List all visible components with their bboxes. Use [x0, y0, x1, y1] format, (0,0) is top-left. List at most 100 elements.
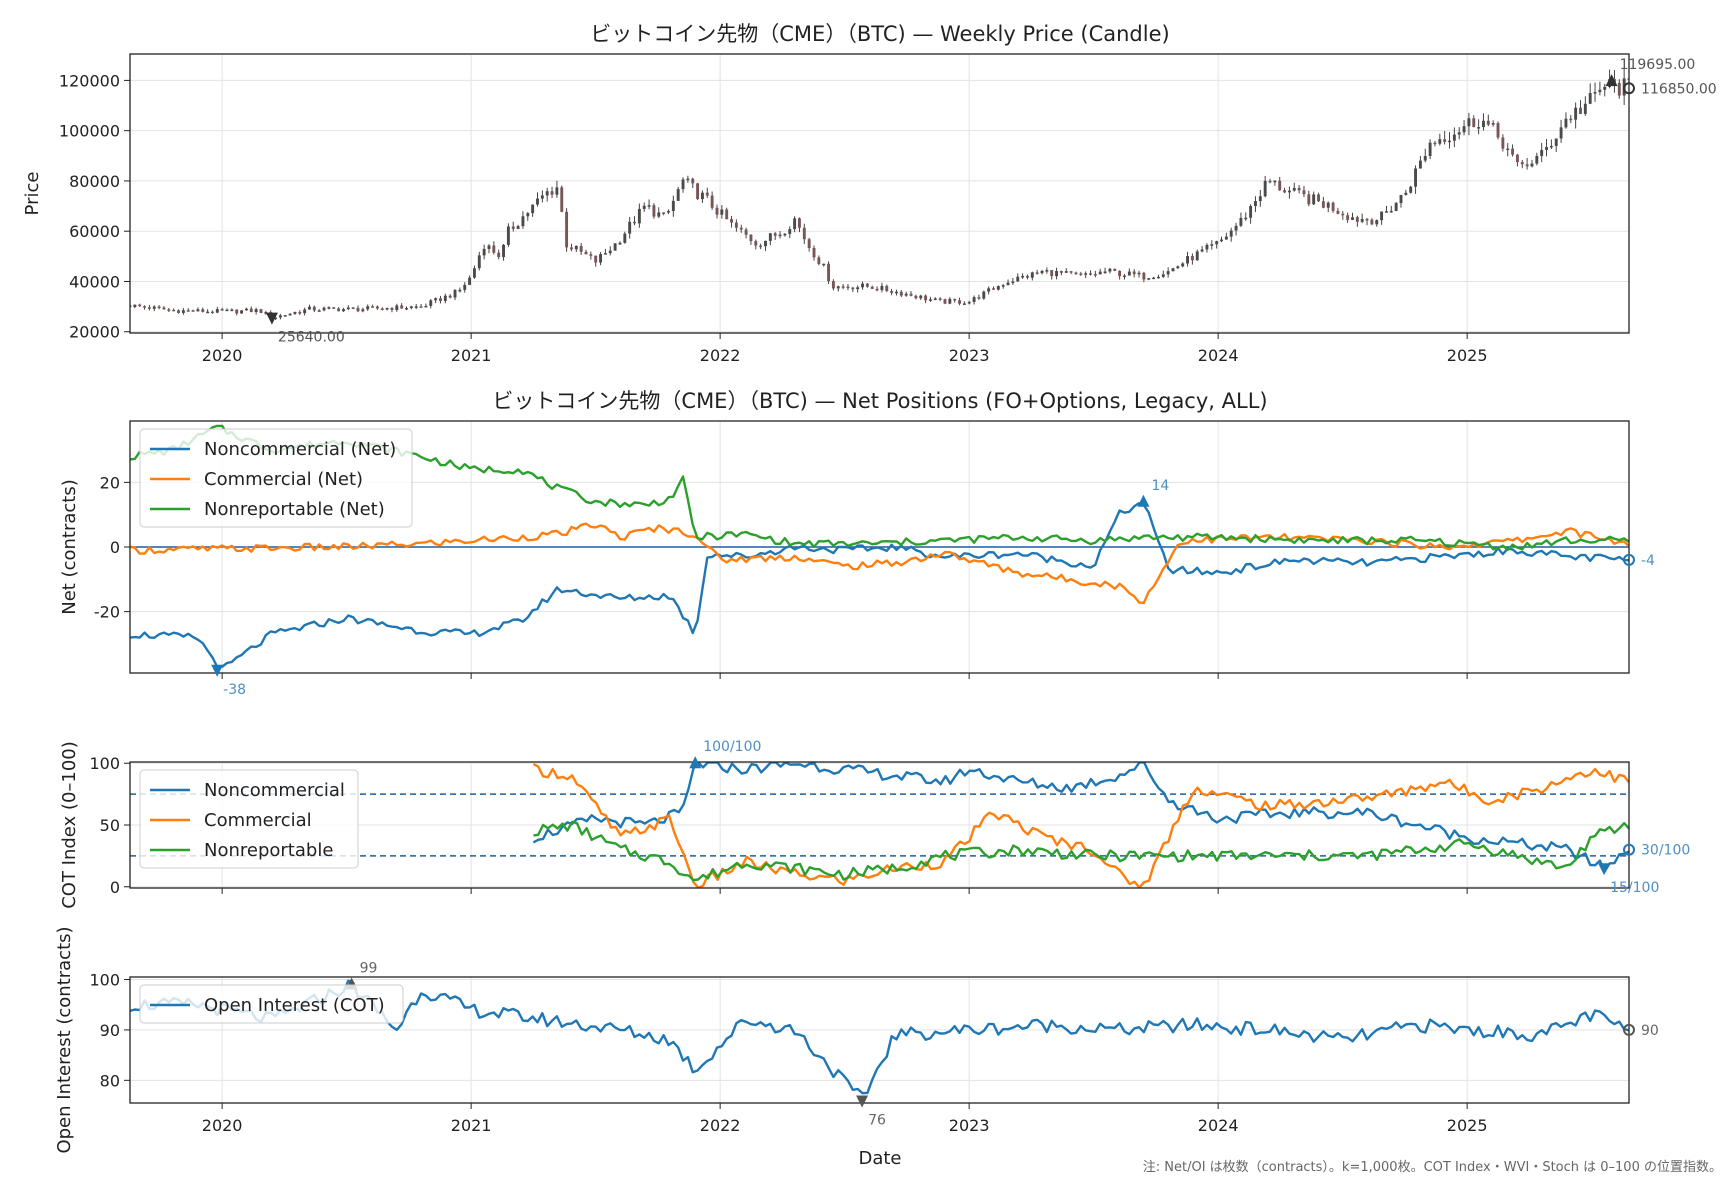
candle-body — [293, 312, 297, 314]
y-tick-label: -20 — [94, 603, 120, 622]
candle-body — [1205, 244, 1209, 250]
candle-body — [249, 308, 253, 313]
annotation-marker — [689, 756, 702, 769]
candle-body — [773, 233, 777, 236]
candle-body — [385, 308, 389, 310]
candle-body — [487, 245, 491, 249]
candle-body — [133, 304, 137, 308]
candle-body — [1292, 187, 1296, 191]
candle-body — [904, 293, 908, 296]
candle-body — [608, 250, 612, 254]
candle-body — [147, 307, 151, 309]
candle-body — [798, 218, 801, 228]
candle-body — [332, 307, 336, 309]
candle-body — [130, 305, 132, 308]
candle-body — [1375, 220, 1379, 225]
candle-body — [1132, 271, 1136, 275]
candle-body — [1084, 273, 1088, 275]
candle-body — [1220, 239, 1223, 242]
candle-body — [477, 255, 481, 269]
candle-body — [390, 308, 394, 310]
candle-body — [1511, 148, 1515, 155]
candle-body — [1064, 271, 1068, 273]
candle-body — [720, 209, 724, 215]
chart-panels: 20000 40000 60000 80000 100000 120000 2020 2021… — [22, 53, 1717, 1154]
annotation-marker — [1598, 863, 1611, 876]
candle-body — [1035, 272, 1039, 274]
candle-body — [531, 204, 535, 214]
candle-body — [851, 287, 855, 290]
x-tick-label: 2021 — [451, 346, 492, 365]
candle-body — [278, 315, 282, 318]
candle-body — [424, 305, 428, 308]
candle-body — [439, 298, 442, 301]
annotation-label: 76 — [868, 1112, 886, 1128]
candle-body — [589, 254, 593, 256]
candle-body — [870, 286, 874, 289]
candle-body — [1254, 201, 1257, 207]
candle-body — [327, 307, 331, 309]
candle-body — [162, 307, 166, 310]
panel-oi: 80 90 100 2020 2021 2022 2023 2024 2025 Open Inte… — [54, 926, 1659, 1153]
candle-body — [948, 298, 952, 304]
candle-body — [405, 308, 408, 310]
candle-body — [1462, 126, 1466, 133]
y-tick-label: 100 — [89, 754, 120, 773]
candle-body — [977, 297, 981, 299]
candle-body — [1171, 268, 1175, 272]
candle-body — [317, 310, 321, 312]
panel-frame — [129, 420, 1630, 674]
plot-area — [130, 68, 1629, 321]
candle-body — [705, 192, 709, 196]
candle-body — [1389, 210, 1393, 213]
candle-body — [516, 226, 520, 229]
candle-body — [633, 221, 636, 224]
candle-body — [1346, 215, 1350, 220]
candle-body — [1380, 211, 1384, 221]
legend-entry: Noncommercial (Net) — [204, 439, 396, 460]
candle-body — [1351, 217, 1354, 220]
candle-body — [584, 251, 588, 255]
candle-body — [167, 309, 171, 311]
candle-body — [1423, 155, 1427, 161]
y-tick-label: 60000 — [69, 222, 120, 241]
candle-body — [865, 283, 869, 287]
candle-body — [366, 306, 370, 310]
candle-body — [288, 313, 292, 316]
annotation-label: 30/100 — [1641, 843, 1690, 859]
candle-body — [739, 227, 743, 230]
candle-body — [613, 243, 617, 251]
annotation-marker — [265, 312, 278, 325]
candle-body — [497, 252, 501, 258]
candle-body — [545, 191, 549, 196]
x-tick-label: 2024 — [1198, 1116, 1239, 1135]
candle-body — [1283, 190, 1287, 193]
candle-body — [890, 291, 894, 293]
candle-body — [1278, 180, 1282, 191]
candle-body — [972, 297, 976, 302]
y-tick-label: 120000 — [59, 71, 120, 90]
candle-body — [1535, 155, 1539, 164]
candle-body — [1549, 145, 1553, 148]
candle-body — [220, 309, 224, 311]
candle-body — [696, 183, 700, 200]
candle-body — [1001, 285, 1005, 287]
candle-body — [235, 309, 239, 314]
candle-body — [1093, 274, 1097, 276]
candle-body — [1593, 92, 1597, 94]
candle-body — [1438, 139, 1442, 144]
candle-body — [982, 291, 986, 299]
candle-body — [725, 209, 729, 220]
x-tick-label: 2022 — [700, 346, 741, 365]
panel-net: -20 0 20 Net (contracts) -38 14 -4 Noncommercia… — [59, 420, 1655, 698]
candle-body — [337, 308, 341, 312]
x-tick-label: 2024 — [1198, 346, 1239, 365]
candle-body — [1147, 278, 1151, 280]
candle-body — [914, 295, 918, 299]
candle-body — [928, 299, 932, 301]
candle-body — [138, 304, 142, 307]
candle-body — [1617, 82, 1621, 96]
candle-body — [1326, 202, 1330, 208]
candle-body — [206, 311, 210, 314]
candle-body — [419, 306, 423, 308]
